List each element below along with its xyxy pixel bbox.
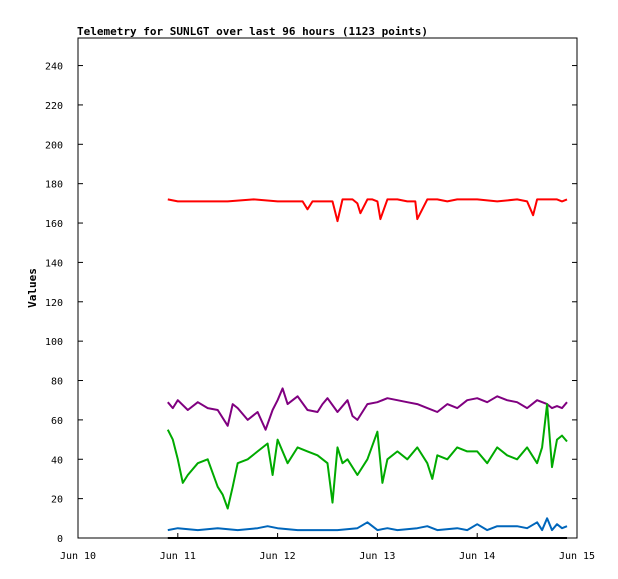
x-tick-label: Jun 15 [559,551,595,562]
y-tick-label: 0 [57,534,63,545]
y-tick-label: 220 [45,101,63,112]
series-line-2 [166,403,568,510]
series-line-3 [167,517,568,532]
x-tick-label: Jun 11 [160,551,196,562]
y-tick-label: 80 [51,377,63,388]
y-axis-label: Values [26,268,39,308]
series-line-0 [167,198,568,223]
y-tick-label: 60 [51,416,63,427]
x-tick-label: Jun 14 [459,551,495,562]
series-lines [166,198,568,539]
x-tick-label: Jun 10 [60,551,96,562]
y-tick-label: 160 [45,219,63,230]
y-tick-label: 200 [45,140,63,151]
y-tick-label: 140 [45,258,63,269]
y-tick-label: 120 [45,298,63,309]
y-axis-ticks: 0 20 40 60 80 100 120 140 160 180 200 220 240 [45,62,577,545]
y-tick-label: 100 [45,337,63,348]
x-tick-label: Jun 12 [260,551,296,562]
y-tick-label: 240 [45,62,63,73]
x-tick-label: Jun 13 [359,551,395,562]
y-tick-label: 20 [51,495,63,506]
y-tick-label: 180 [45,180,63,191]
plot-area [77,37,578,539]
y-tick-label: 40 [51,455,63,466]
chart-title: Telemetry for SUNLGT over last 96 hours … [77,25,428,38]
series-line-1 [167,387,568,431]
